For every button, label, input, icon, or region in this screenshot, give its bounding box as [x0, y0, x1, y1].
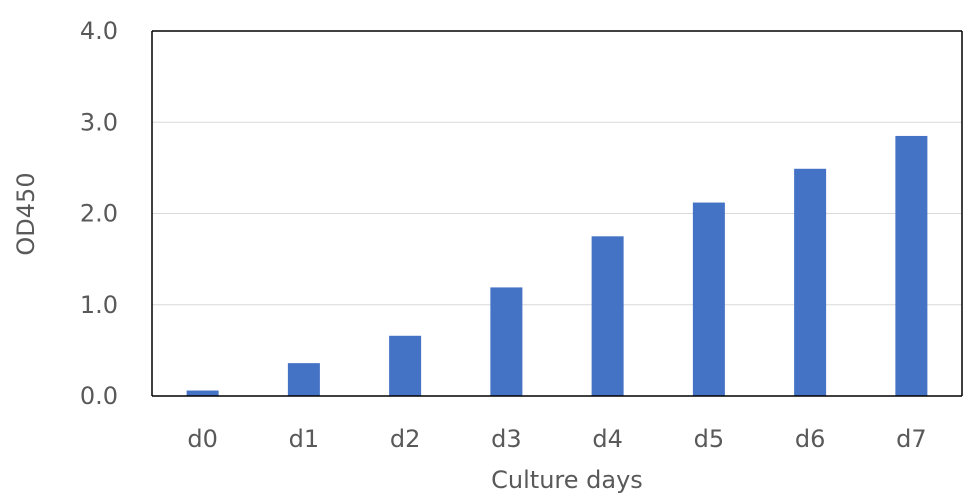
bar-d3	[490, 287, 522, 396]
bar-d1	[288, 363, 320, 396]
bar-d4	[592, 236, 624, 396]
bar-d6	[794, 169, 826, 396]
y-tick-label-4.0: 4.0	[80, 17, 118, 45]
y-tick-label-3.0: 3.0	[80, 108, 118, 136]
x-axis-title: Culture days	[491, 466, 643, 494]
x-tick-label-d1: d1	[289, 425, 320, 453]
x-tick-label-d7: d7	[896, 425, 927, 453]
x-tick-label-d5: d5	[694, 425, 725, 453]
x-tick-label-d3: d3	[491, 425, 522, 453]
y-tick-label-2.0: 2.0	[80, 200, 118, 228]
x-tick-label-d6: d6	[795, 425, 826, 453]
bar-d7	[895, 136, 927, 396]
y-tick-label-0.0: 0.0	[80, 382, 118, 410]
x-tick-label-d4: d4	[592, 425, 623, 453]
bar-d5	[693, 203, 725, 396]
bar-d0	[187, 391, 219, 396]
y-axis-title: OD450	[12, 172, 40, 255]
x-tick-label-d2: d2	[390, 425, 421, 453]
bar-d2	[389, 336, 421, 396]
y-tick-label-1.0: 1.0	[80, 291, 118, 319]
x-tick-label-d0: d0	[187, 425, 218, 453]
